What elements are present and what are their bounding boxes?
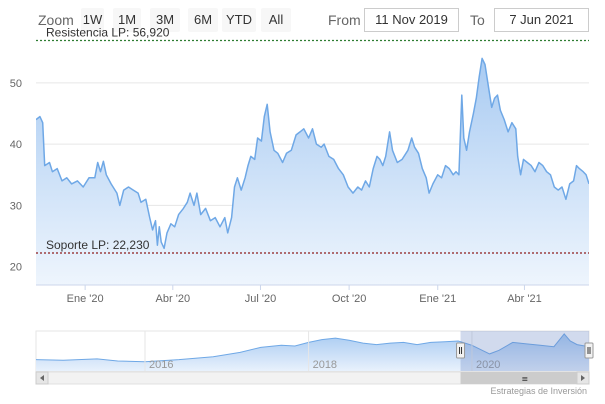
- navigator-selection: [460, 331, 589, 371]
- support-label: Soporte LP: 22,230: [46, 238, 150, 252]
- series-line-0: [36, 57, 589, 250]
- credits-text: Estrategias de Inversión: [490, 386, 587, 396]
- zoom-1m-button[interactable]: 1M: [113, 8, 141, 32]
- series-area: [36, 57, 589, 285]
- y-tick-label: 40: [10, 139, 22, 151]
- zoom-ytd-button[interactable]: YTD: [222, 8, 256, 32]
- navigator-area: [36, 333, 589, 371]
- y-tick-label: 20: [10, 262, 22, 274]
- zoom-6m-button[interactable]: 6M: [188, 8, 218, 32]
- scrollbar-thumb[interactable]: [460, 372, 589, 384]
- level-lines: Resistencia LP: 56,920 Soporte LP: 22,230: [36, 25, 589, 254]
- arrow-left-icon: [40, 375, 44, 381]
- series-area-fill-0: [36, 58, 589, 285]
- navigator-year-label: 2020: [476, 359, 500, 371]
- range-selector: Zoom 1W 1M 3M 6M YTD All From 11 Nov 201…: [0, 0, 605, 40]
- x-tick-label: Abr '20: [156, 293, 191, 305]
- x-tick-label: Jul '20: [245, 293, 276, 305]
- arrow-right-icon: [581, 375, 585, 381]
- to-label: To: [470, 12, 485, 28]
- axes: 20 30 40 50 Ene '20 Abr '20 Jul '20 Oct '20 Ene …: [10, 78, 589, 305]
- zoom-3m-button[interactable]: 3M: [150, 8, 180, 32]
- zoom-1w-button[interactable]: 1W: [81, 8, 104, 32]
- navigator-line: [35, 333, 590, 363]
- x-tick-label: Ene '21: [419, 293, 456, 305]
- x-tick-label: Oct '20: [332, 293, 367, 305]
- to-date-input[interactable]: 7 Jun 2021: [494, 8, 589, 32]
- y-tick-label: 30: [10, 200, 22, 212]
- from-date-input[interactable]: 11 Nov 2019: [364, 8, 459, 32]
- x-tick-label: Abr '21: [507, 293, 542, 305]
- navigator-year-label: 2016: [149, 359, 173, 371]
- navigator-year-label: 2018: [313, 359, 337, 371]
- y-tick-label: 50: [10, 78, 22, 90]
- scrollbar-grip: ≡: [521, 375, 528, 384]
- zoom-all-button[interactable]: All: [261, 8, 291, 32]
- zoom-label: Zoom: [38, 12, 74, 28]
- navigator[interactable]: 2016 2018 2020 ≡: [35, 330, 594, 385]
- x-tick-label: Ene '20: [67, 293, 104, 305]
- from-label: From: [328, 12, 361, 28]
- resistance-label: Resistencia LP: 56,920: [46, 25, 170, 39]
- navigator-right-handle[interactable]: [584, 342, 594, 359]
- navigator-left-handle[interactable]: [456, 342, 466, 359]
